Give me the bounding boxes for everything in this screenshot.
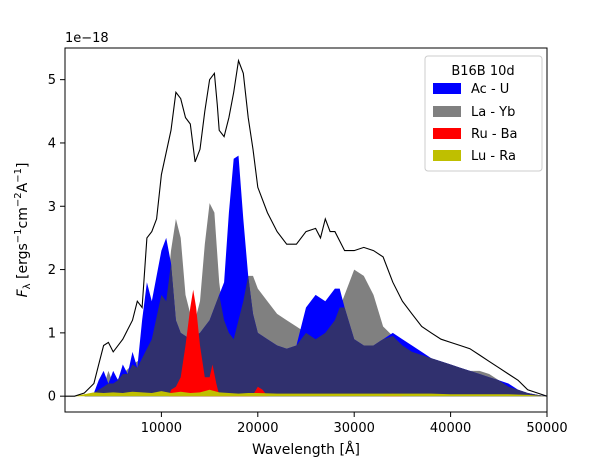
legend-swatch-lu-ra (433, 150, 461, 161)
y-axis-label: Fλ [ergs−1cm−2A−1] (13, 163, 33, 298)
series-total-line (65, 58, 547, 397)
offset-text: 1e−18 (65, 31, 109, 46)
y-axis-ticks: 0 1 2 3 4 5 (48, 73, 65, 405)
legend-label-la-yb: La - Yb (471, 105, 515, 120)
y-tick-label: 4 (48, 136, 56, 151)
plot-area (65, 58, 547, 397)
series-ru-ba-area (161, 289, 403, 397)
legend-swatch-la-yb (433, 106, 461, 117)
plot-frame (64, 47, 548, 413)
y-tick-label: 5 (48, 73, 56, 88)
y-tick-label: 1 (48, 326, 56, 341)
legend-title: B16B 10d (451, 64, 514, 79)
y-tick-label: 2 (48, 263, 56, 278)
legend-label-ru-ba: Ru - Ba (471, 127, 518, 142)
x-tick-label: 40000 (430, 421, 471, 436)
x-axis-ticks: 10000 20000 30000 40000 50000 (141, 412, 568, 436)
y-tick-label: 0 (48, 390, 56, 405)
legend-label-lu-ra: Lu - Ra (471, 149, 516, 164)
legend-label-ac-u: Ac - U (471, 82, 509, 97)
legend-swatch-ru-ba (433, 128, 461, 139)
y-tick-label: 3 (48, 200, 56, 215)
x-axis-label: Wavelength [Å] (252, 441, 360, 458)
legend-swatch-ac-u (433, 83, 461, 94)
x-tick-label: 10000 (141, 421, 182, 436)
x-tick-label: 30000 (334, 421, 375, 436)
x-tick-label: 50000 (526, 421, 567, 436)
legend: B16B 10d Ac - U La - Yb Ru - Ba Lu - Ra (424, 55, 543, 172)
x-tick-label: 20000 (237, 421, 278, 436)
series-lu-ra-area (74, 389, 547, 397)
